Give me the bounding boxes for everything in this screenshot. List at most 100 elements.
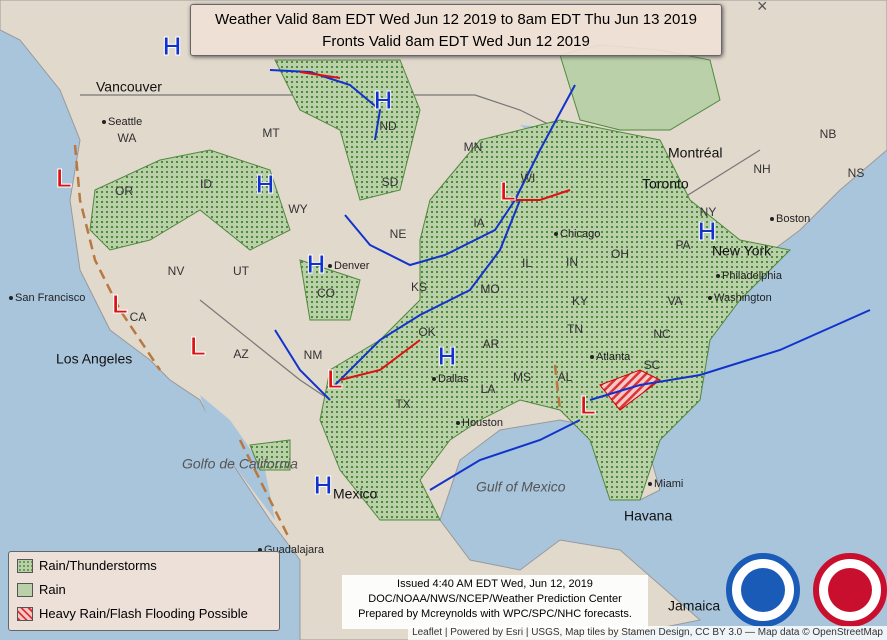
city-dot [648,482,652,486]
city-label: San Francisco [15,292,85,304]
pressure-center: H [163,31,182,61]
state-label: ND [379,119,397,133]
pressure-center: H [438,341,457,371]
rain-thunderstorm-area [89,59,792,521]
state-label: NM [304,348,323,362]
state-label: NH [753,162,770,176]
issued-line: Prepared by Mcreynolds with WPC/SPC/NHC … [358,608,632,620]
close-button[interactable]: × [757,0,768,16]
attribution: Leaflet | Powered by Esri | USGS, Map ti… [408,626,887,640]
place-label: Toronto [642,176,689,192]
state-label: VA [667,294,682,308]
state-label: LA [481,382,496,396]
city-label: Denver [334,260,370,272]
legend-label: Heavy Rain/Flash Flooding Possible [39,606,248,621]
cold-front [269,69,382,141]
issued-line: Issued 4:40 AM EDT Wed, Jun 12, 2019 [397,578,593,590]
state-label: IA [473,216,484,230]
state-label: NB [820,127,837,141]
title-line: Weather Valid 8am EDT Wed Jun 12 2019 to… [215,11,697,28]
place-label: Jamaica [668,598,720,614]
state-label: OK [418,325,435,339]
cold-front [274,199,521,401]
legend: Rain/Thunderstorms Rain Heavy Rain/Flash… [8,551,280,631]
warm-front [299,71,571,381]
city-dot [554,232,558,236]
place-label: Vancouver [96,79,162,95]
pressure-center: L [500,176,516,206]
place-label: Golfo de California [182,456,298,472]
place-label: Montréal [668,145,722,161]
state-label: TX [395,397,410,411]
state-label: NV [168,264,185,278]
state-label: AL [558,370,573,384]
state-label: SC [644,358,661,372]
legend-label: Rain/Thunderstorms [39,558,157,573]
pressure-center: H [307,249,326,279]
state-label: MT [262,126,280,140]
pressure-center: L [190,331,206,361]
agency-logo-inner [741,568,785,612]
state-label: KS [411,280,427,294]
city-dot [432,377,436,381]
city-dot [708,296,712,300]
legend-item: Heavy Rain/Flash Flooding Possible [17,603,279,624]
place-label: Gulf of Mexico [476,479,566,495]
cold-front [344,84,576,267]
place-label: New York [712,243,772,259]
pressure-center: H [256,169,275,199]
place-label: Los Angeles [56,351,132,367]
state-label: MS [513,370,531,384]
state-label: NS [848,166,865,180]
issued-box: Issued 4:40 AM EDT Wed, Jun 12, 2019 DOC… [342,575,648,629]
pressure-center: H [698,216,717,246]
stationary-front [429,309,871,491]
state-label: TN [567,322,583,336]
state-label: NC [653,327,671,341]
city-dot [456,421,460,425]
state-label: CO [317,286,335,300]
state-label: MN [464,140,483,154]
pressure-center: L [56,163,72,193]
state-label: WA [118,131,137,145]
city-dot [590,355,594,359]
city-label: Houston [462,417,503,429]
state-label: KY [572,294,588,308]
state-label: NE [390,227,407,241]
city-label: Washington [714,292,772,304]
pressure-center: L [327,364,343,394]
place-label: Mexico [333,486,378,502]
title-box: Weather Valid 8am EDT Wed Jun 12 2019 to… [190,4,722,56]
issued-line: DOC/NOAA/NWS/NCEP/Weather Prediction Cen… [368,593,622,605]
state-label: UT [233,264,250,278]
city-label: Chicago [560,228,600,240]
city-dot [9,296,13,300]
state-label: NY [700,205,717,219]
state-label: OH [611,247,629,261]
city-dot [770,217,774,221]
state-label: SD [382,175,399,189]
state-label: MO [480,282,499,296]
state-label: OR [115,184,133,198]
state-label: ID [200,177,212,191]
legend-label: Rain [39,582,66,597]
city-label: Dallas [438,373,469,385]
legend-item: Rain [17,579,279,600]
gulf-of-california [200,395,275,520]
trough [73,144,562,541]
city-dot [102,120,106,124]
state-label: IL [522,256,532,270]
pressure-center: H [374,85,393,115]
place-label: Havana [624,508,672,524]
state-label: PA [675,238,690,252]
city-dot [716,274,720,278]
state-label: CA [130,310,147,324]
title-line: Fronts Valid 8am EDT Wed Jun 12 2019 [322,33,590,50]
flash-flood-area [599,369,661,411]
state-label: IN [566,255,578,269]
state-label: AR [483,337,500,351]
state-label: AZ [233,347,248,361]
state-label: WY [288,202,307,216]
city-label: Seattle [108,116,142,128]
